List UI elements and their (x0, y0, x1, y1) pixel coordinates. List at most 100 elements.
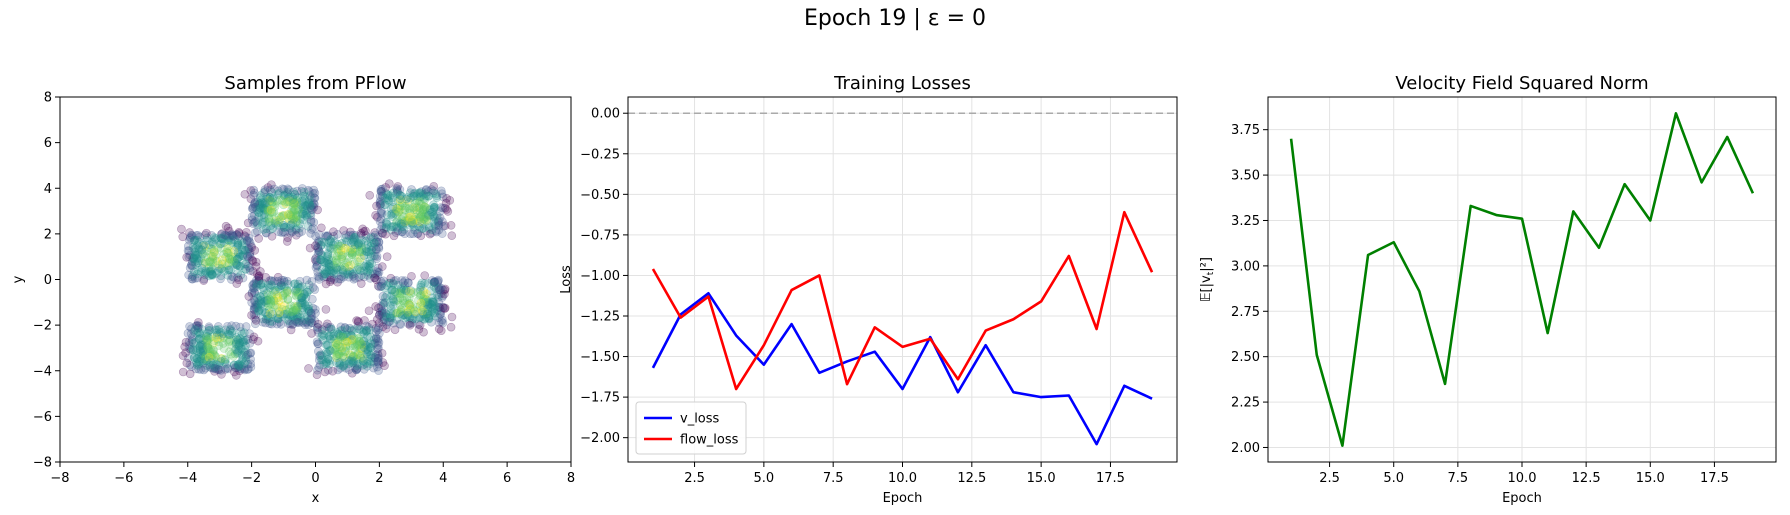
sample-point (245, 247, 255, 257)
sample-point (297, 186, 306, 196)
sample-point (358, 247, 367, 256)
sample-point (416, 231, 426, 241)
sample-point (274, 186, 283, 196)
sample-point (210, 247, 219, 257)
sample-point (189, 252, 199, 262)
sample-point (397, 215, 407, 224)
sample-point (329, 275, 339, 284)
sample-point (236, 270, 246, 280)
x-tick-label: 10.0 (1508, 471, 1537, 486)
sample-point (423, 187, 433, 196)
sample-point (416, 298, 426, 308)
sample-point (202, 246, 211, 256)
sample-point (210, 235, 220, 244)
sample-point (303, 222, 313, 231)
sample-point (256, 280, 266, 289)
sample-point (409, 215, 419, 225)
sample-point (187, 257, 197, 266)
sample-point (264, 194, 273, 204)
sample-point (295, 223, 304, 233)
sample-point (359, 266, 369, 276)
sample-point (219, 238, 229, 247)
sample-point (336, 332, 346, 342)
x-tick-label: 17.5 (1096, 471, 1125, 486)
sample-point (288, 219, 298, 228)
sample-point (389, 221, 399, 231)
sample-point (383, 195, 393, 205)
sample-point (278, 211, 288, 221)
sample-point (291, 213, 301, 222)
y-tick-label: −2.00 (580, 431, 620, 446)
sample-point (217, 263, 227, 273)
sample-point (326, 234, 336, 244)
sample-point (307, 201, 317, 211)
sample-point (225, 233, 234, 242)
sample-point (216, 264, 226, 274)
sample-point (235, 322, 245, 332)
sample-point (271, 219, 281, 229)
sample-point (230, 252, 240, 262)
sample-point (324, 238, 334, 248)
sample-point (267, 188, 277, 197)
sample-point (264, 213, 274, 223)
sample-point (285, 210, 294, 220)
sample-point (217, 234, 226, 243)
sample-point (313, 365, 322, 375)
x-tick-label: −6 (114, 471, 133, 486)
sample-point (241, 259, 251, 269)
sample-point (219, 249, 229, 259)
sample-point (254, 276, 264, 286)
sample-point (294, 318, 304, 328)
sample-point (420, 195, 430, 205)
sample-point (266, 205, 276, 215)
x-tick-label: 7.5 (823, 471, 844, 486)
sample-point (189, 267, 199, 277)
sample-point (326, 262, 336, 271)
sample-point (417, 211, 426, 221)
sample-point (380, 283, 389, 292)
sample-point (297, 209, 307, 219)
sample-point (329, 227, 338, 236)
sample-point (420, 205, 430, 214)
sample-point (366, 246, 376, 255)
sample-point (200, 230, 210, 240)
sample-point (187, 231, 197, 241)
sample-point (299, 204, 308, 214)
sample-point (250, 199, 259, 208)
y-tick-label: −1.75 (580, 391, 620, 406)
sample-point (430, 202, 439, 212)
sample-point (282, 237, 292, 246)
velocity-panel: 2.5 5.0 7.5 10.0 12.5 15.0 17.5 2.00 2.25 2.50 2.7… (1199, 73, 1777, 506)
sample-point (262, 224, 271, 234)
sample-point (383, 190, 393, 199)
sample-point (309, 189, 318, 198)
sample-point (283, 193, 293, 203)
sample-point (234, 227, 244, 237)
sample-point (278, 184, 287, 194)
sample-point (421, 226, 431, 236)
sample-point (212, 256, 222, 266)
sample-point (372, 252, 382, 261)
sample-point (336, 274, 345, 284)
sample-point (321, 279, 331, 289)
legend: v_loss flow_loss (635, 401, 747, 455)
sample-point (399, 225, 408, 234)
sample-point (316, 240, 326, 250)
sample-point (316, 250, 326, 259)
sample-point (377, 186, 386, 196)
sample-point (205, 240, 214, 250)
sample-point (233, 240, 242, 250)
sample-point (215, 264, 224, 273)
y-label-main: 𝔼[|v (1199, 275, 1214, 302)
sample-point (382, 193, 392, 203)
sample-point (353, 257, 362, 266)
sample-point (370, 228, 380, 237)
sample-point (355, 265, 364, 274)
sample-point (192, 231, 201, 240)
sample-point (235, 261, 244, 271)
sample-point (200, 257, 210, 266)
sample-point (190, 274, 200, 283)
sample-point (274, 227, 283, 237)
sample-point (425, 211, 435, 220)
sample-point (411, 215, 421, 224)
